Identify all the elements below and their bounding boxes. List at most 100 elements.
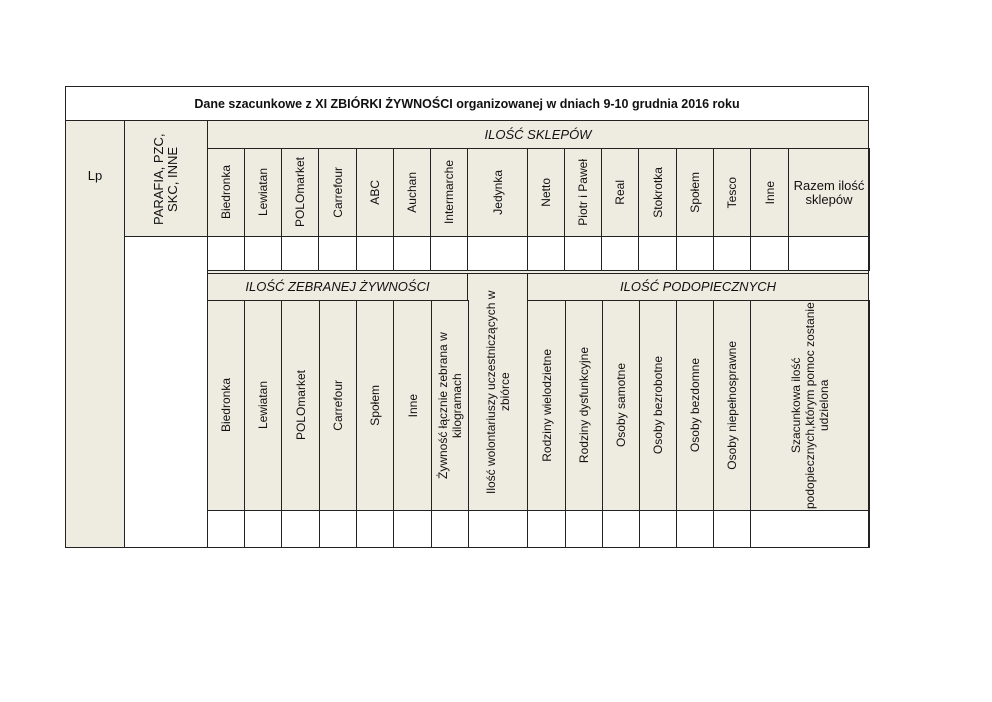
shop-count-input[interactable] — [207, 236, 245, 271]
shop-column-header-label: ABC — [368, 180, 382, 205]
parafia-label: PARAFIA, PZC, SKC, INNE — [151, 132, 180, 225]
shop-column-header: Intermarche — [430, 148, 468, 237]
shop-count-input[interactable] — [788, 236, 870, 271]
food-column-header: Carrefour — [319, 300, 357, 511]
shop-count-input[interactable] — [430, 236, 468, 271]
shop-column-header: Lewiatan — [244, 148, 282, 237]
table-title: Dane szacunkowe z XI ZBIÓRKI ŻYWNOŚCI or… — [65, 86, 869, 121]
shop-column-header: Stokrotka — [638, 148, 677, 237]
shop-column-header: Inne — [750, 148, 789, 237]
food-amount-input[interactable] — [431, 510, 469, 548]
food-column-header: Inne — [393, 300, 432, 511]
shop-column-header: Biedronka — [207, 148, 245, 237]
shop-count-input[interactable] — [713, 236, 751, 271]
volunteers-label: Ilość wolontariuszy uczestniczących w zb… — [483, 290, 512, 494]
shop-count-input[interactable] — [638, 236, 677, 271]
beneficiary-column-header: Osoby niepełnosprawne — [713, 300, 751, 511]
food-column-header-label: Żywność łącznie zebrana w kilogramach — [436, 332, 464, 479]
shop-count-input[interactable] — [281, 236, 319, 271]
shop-column-header-label: Tesco — [725, 176, 739, 209]
beneficiary-column-header: Rodziny dysfunkcyjne — [565, 300, 603, 511]
food-amount-input[interactable] — [244, 510, 282, 548]
shops-heading: ILOŚĆ SKLEPÓW — [207, 120, 869, 149]
beneficiary-column-header: Rodziny wielodzietne — [527, 300, 566, 511]
beneficiary-column-header-label: Osoby niepełnosprawne — [725, 341, 739, 470]
beneficiary-column-header-label: Osoby bezdomne — [688, 358, 702, 453]
shop-column-header-label: POLOmarket — [293, 157, 307, 228]
food-column-header-label: Społem — [368, 385, 382, 426]
shop-count-input[interactable] — [467, 236, 528, 271]
food-column-header-label: Inne — [405, 393, 420, 418]
shop-column-header-label: Netto — [539, 178, 553, 207]
food-amount-input[interactable] — [319, 510, 357, 548]
parafia-header: PARAFIA, PZC, SKC, INNE — [124, 120, 208, 237]
volunteers-input-cell[interactable] — [467, 510, 528, 548]
shop-column-header-label: Biedronka — [219, 165, 233, 220]
shop-column-header: Auchan — [393, 148, 431, 237]
shop-column-header-label: Carrefour — [330, 167, 345, 218]
beneficiary-column-header-label: Osoby samotne — [614, 363, 628, 448]
shop-count-input[interactable] — [527, 236, 565, 271]
shop-column-header: ABC — [356, 148, 394, 237]
shop-column-header-label: Stokrotka — [650, 167, 665, 218]
shop-column-header-label: Auchan — [405, 172, 419, 213]
shop-column-header: Carrefour — [318, 148, 357, 237]
shop-count-input[interactable] — [356, 236, 394, 271]
beneficiary-count-input[interactable] — [676, 510, 714, 548]
shop-column-header: Społem — [676, 148, 714, 237]
beneficiary-count-input[interactable] — [750, 510, 870, 548]
food-column-header: Społem — [356, 300, 394, 511]
shop-column-header: Razem ilość sklepów — [788, 148, 870, 237]
shop-column-header-label: Inne — [762, 180, 777, 205]
food-heading: ILOŚĆ ZEBRANEJ ŻYWNOŚCI — [207, 273, 468, 301]
lp-label: Lp — [87, 168, 103, 183]
shop-count-input[interactable] — [601, 236, 639, 271]
shop-count-input[interactable] — [750, 236, 789, 271]
beneficiary-column-header-label: Rodziny dysfunkcyjne — [577, 347, 591, 464]
food-column-header: Lewiatan — [244, 300, 282, 511]
shop-count-input[interactable] — [676, 236, 714, 271]
volunteers-header: Ilość wolontariuszy uczestniczących w zb… — [467, 273, 528, 511]
shop-column-header-label: Intermarche — [442, 160, 456, 225]
shop-count-input[interactable] — [564, 236, 602, 271]
lp-header: Lp — [65, 120, 125, 548]
shop-count-input[interactable] — [393, 236, 431, 271]
food-column-header-label: Carrefour — [331, 380, 345, 431]
beneficiary-count-input[interactable] — [713, 510, 751, 548]
shop-column-header: Tesco — [713, 148, 751, 237]
food-column-header-label: POLOmarket — [293, 370, 308, 441]
shop-column-header: Piotr i Paweł — [564, 148, 602, 237]
shop-column-header-label: Real — [613, 180, 627, 205]
food-amount-input[interactable] — [356, 510, 394, 548]
beneficiary-count-input[interactable] — [602, 510, 640, 548]
shop-column-header-label: Społem — [688, 172, 702, 213]
shop-count-input[interactable] — [244, 236, 282, 271]
beneficiary-column-header-label: Rodziny wielodzietne — [539, 349, 554, 462]
shop-column-header-label: Piotr i Paweł — [576, 159, 590, 226]
shop-column-header-label: Lewiatan — [256, 168, 270, 217]
food-column-header: Żywność łącznie zebrana w kilogramach — [431, 300, 469, 511]
food-amount-input[interactable] — [207, 510, 245, 548]
food-amount-input[interactable] — [393, 510, 432, 548]
parafia-input-cell[interactable] — [124, 236, 208, 548]
beneficiary-column-header: Osoby samotne — [602, 300, 640, 511]
food-column-header-label: Lewiatan — [256, 381, 270, 430]
beneficiary-count-input[interactable] — [527, 510, 566, 548]
shop-column-header: Jedynka — [467, 148, 528, 237]
food-amount-input[interactable] — [281, 510, 320, 548]
beneficiary-count-input[interactable] — [565, 510, 603, 548]
beneficiary-column-header: Osoby bezrobotne — [639, 300, 677, 511]
beneficiary-column-header-label: Szacunkowa ilość podopiecznych,którym po… — [789, 302, 831, 509]
beneficiary-column-header: Osoby bezdomne — [676, 300, 714, 511]
food-column-header: Biedronka — [207, 300, 245, 511]
food-column-header-label: Biedronka — [219, 378, 233, 433]
food-column-header: POLOmarket — [281, 300, 320, 511]
shop-count-input[interactable] — [318, 236, 357, 271]
beneficiaries-heading: ILOŚĆ PODOPIECZNYCH — [527, 273, 869, 301]
beneficiary-column-header-label: Osoby bezrobotne — [651, 356, 665, 455]
shop-column-header-label: Razem ilość sklepów — [793, 177, 865, 207]
shop-column-header: Real — [601, 148, 639, 237]
beneficiary-count-input[interactable] — [639, 510, 677, 548]
shop-column-header-label: Jedynka — [490, 170, 505, 215]
shop-column-header: POLOmarket — [281, 148, 319, 237]
